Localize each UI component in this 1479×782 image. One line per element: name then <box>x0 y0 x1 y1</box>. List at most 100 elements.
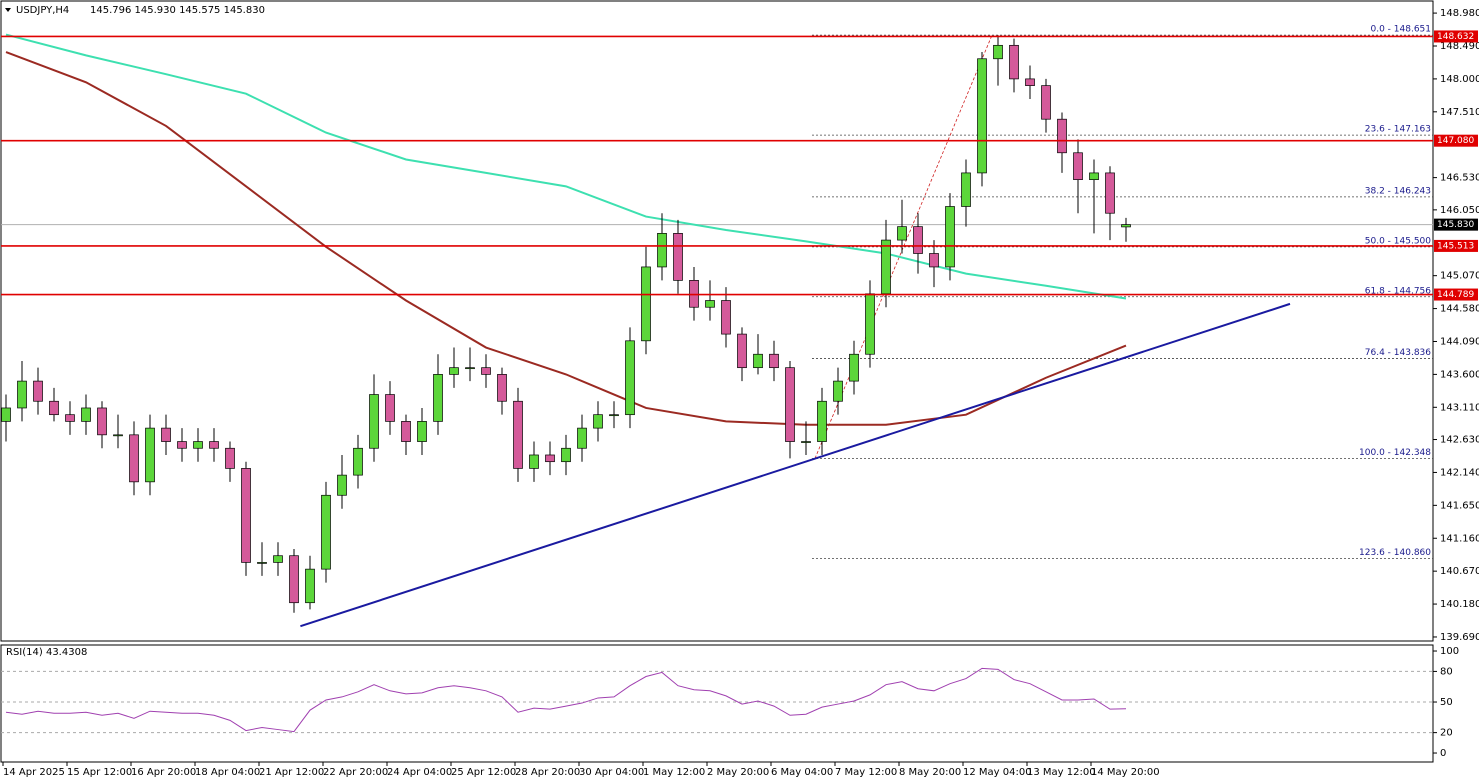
candle-body <box>449 367 459 375</box>
y-tick-label: 148.980 <box>1440 8 1479 19</box>
candle-body <box>513 400 523 469</box>
x-tick-label: 1 May 12:00 <box>643 767 705 778</box>
fib-label: 23.6 - 147.163 <box>1365 125 1431 135</box>
x-tick-label: 21 Apr 12:00 <box>259 767 324 778</box>
y-tick-label: 148.490 <box>1440 41 1479 52</box>
x-tick-label: 22 Apr 20:00 <box>323 767 388 778</box>
x-tick-label: 18 Apr 04:00 <box>195 767 260 778</box>
fib-diagonal <box>814 35 993 459</box>
candle-body <box>65 414 75 422</box>
x-tick-label: 28 Apr 20:00 <box>515 767 580 778</box>
candle-body <box>977 58 987 174</box>
menu-icon[interactable] <box>5 8 11 12</box>
y-tick-label: 141.160 <box>1440 533 1479 544</box>
candle-body <box>1089 172 1099 180</box>
fib-label: 100.0 - 142.348 <box>1359 448 1431 458</box>
candle-body <box>161 427 171 442</box>
candle-body <box>97 407 107 436</box>
candle-body <box>545 454 555 463</box>
candle-body <box>529 454 539 469</box>
candle-body <box>305 568 315 604</box>
candle-body <box>753 353 763 369</box>
candle-body <box>321 494 331 570</box>
candle-body <box>17 380 27 409</box>
fib-label: 50.0 - 145.500 <box>1365 236 1431 246</box>
fib-label: 38.2 - 146.243 <box>1365 186 1431 196</box>
candle-body <box>849 353 859 382</box>
y-tick-label: 144.090 <box>1440 336 1479 347</box>
last-price-label: 145.830 <box>1437 220 1474 230</box>
y-tick-label: 140.670 <box>1440 566 1479 577</box>
trendline <box>300 302 1291 628</box>
x-tick-label: 8 May 20:00 <box>899 767 961 778</box>
candle-body <box>289 555 299 604</box>
candle-body <box>897 226 907 241</box>
candle-body <box>737 333 747 369</box>
candle-body <box>417 421 427 442</box>
candle-body <box>129 434 139 483</box>
candle-body <box>1 407 11 422</box>
candle-body <box>657 233 667 268</box>
y-tick-label: 146.050 <box>1440 205 1479 216</box>
level-label: 147.080 <box>1437 136 1474 146</box>
candle-body <box>593 414 603 429</box>
candle-body <box>1121 224 1131 228</box>
x-tick-label: 14 May 20:00 <box>1091 767 1160 778</box>
candle-body <box>1105 172 1115 214</box>
rsi-tick-label: 0 <box>1440 748 1446 759</box>
x-tick-label: 16 Apr 20:00 <box>131 767 196 778</box>
candle-body <box>817 400 827 442</box>
candle-body <box>1041 85 1051 120</box>
ohlc: 145.796 145.930 145.575 145.830 <box>90 5 265 16</box>
x-tick-label: 24 Apr 04:00 <box>387 767 452 778</box>
x-tick-label: 25 Apr 12:00 <box>451 767 516 778</box>
fib-label: 123.6 - 140.860 <box>1359 548 1431 558</box>
rsi-tick-label: 20 <box>1440 728 1453 739</box>
candle-body <box>481 367 491 375</box>
y-tick-label: 142.630 <box>1440 435 1479 446</box>
candle-body <box>801 441 811 443</box>
candle-body <box>1057 118 1067 154</box>
candle-body <box>113 434 123 437</box>
rsi-panel <box>0 644 1434 763</box>
main-panel <box>0 0 1434 642</box>
candle-body <box>961 172 971 207</box>
level-box <box>1434 134 1478 147</box>
candle-body <box>1009 44 1019 80</box>
candle-body <box>81 407 91 422</box>
y-tick-label: 142.140 <box>1440 467 1479 478</box>
level-box <box>1434 239 1478 252</box>
x-tick-label: 6 May 04:00 <box>771 767 833 778</box>
candle-body <box>193 441 203 449</box>
candle-body <box>225 447 235 469</box>
y-tick-label: 143.600 <box>1440 369 1479 380</box>
rsi-tick-label: 100 <box>1440 646 1459 657</box>
moving-average <box>5 33 1127 300</box>
rsi-line <box>5 667 1127 733</box>
x-tick-label: 13 May 12:00 <box>1027 767 1096 778</box>
fib-label: 61.8 - 144.756 <box>1365 286 1431 296</box>
y-tick-label: 147.510 <box>1440 107 1479 118</box>
y-tick-label: 145.070 <box>1440 271 1479 282</box>
symbol: USDJPY,H4 <box>16 5 69 16</box>
candle-body <box>33 380 43 402</box>
x-tick-label: 15 Apr 12:00 <box>67 767 132 778</box>
candle-body <box>993 44 1003 60</box>
level-label: 144.789 <box>1437 290 1474 300</box>
y-tick-label: 146.530 <box>1440 173 1479 184</box>
x-tick-label: 14 Apr 2025 <box>3 767 65 778</box>
rsi-tick-label: 80 <box>1440 666 1453 677</box>
fib-label: 0.0 - 148.651 <box>1371 25 1432 35</box>
x-tick-label: 7 May 12:00 <box>835 767 897 778</box>
y-tick-label: 144.580 <box>1440 304 1479 315</box>
candle-body <box>385 394 395 422</box>
candle-body <box>353 447 363 476</box>
candle-body <box>929 253 939 268</box>
x-tick-label: 30 Apr 04:00 <box>579 767 644 778</box>
rsi-tick-label: 50 <box>1440 697 1453 708</box>
level-label: 145.513 <box>1437 241 1474 251</box>
candle-body <box>145 427 155 483</box>
candle-body <box>401 421 411 442</box>
candle-body <box>785 367 795 442</box>
candle-body <box>273 555 283 563</box>
